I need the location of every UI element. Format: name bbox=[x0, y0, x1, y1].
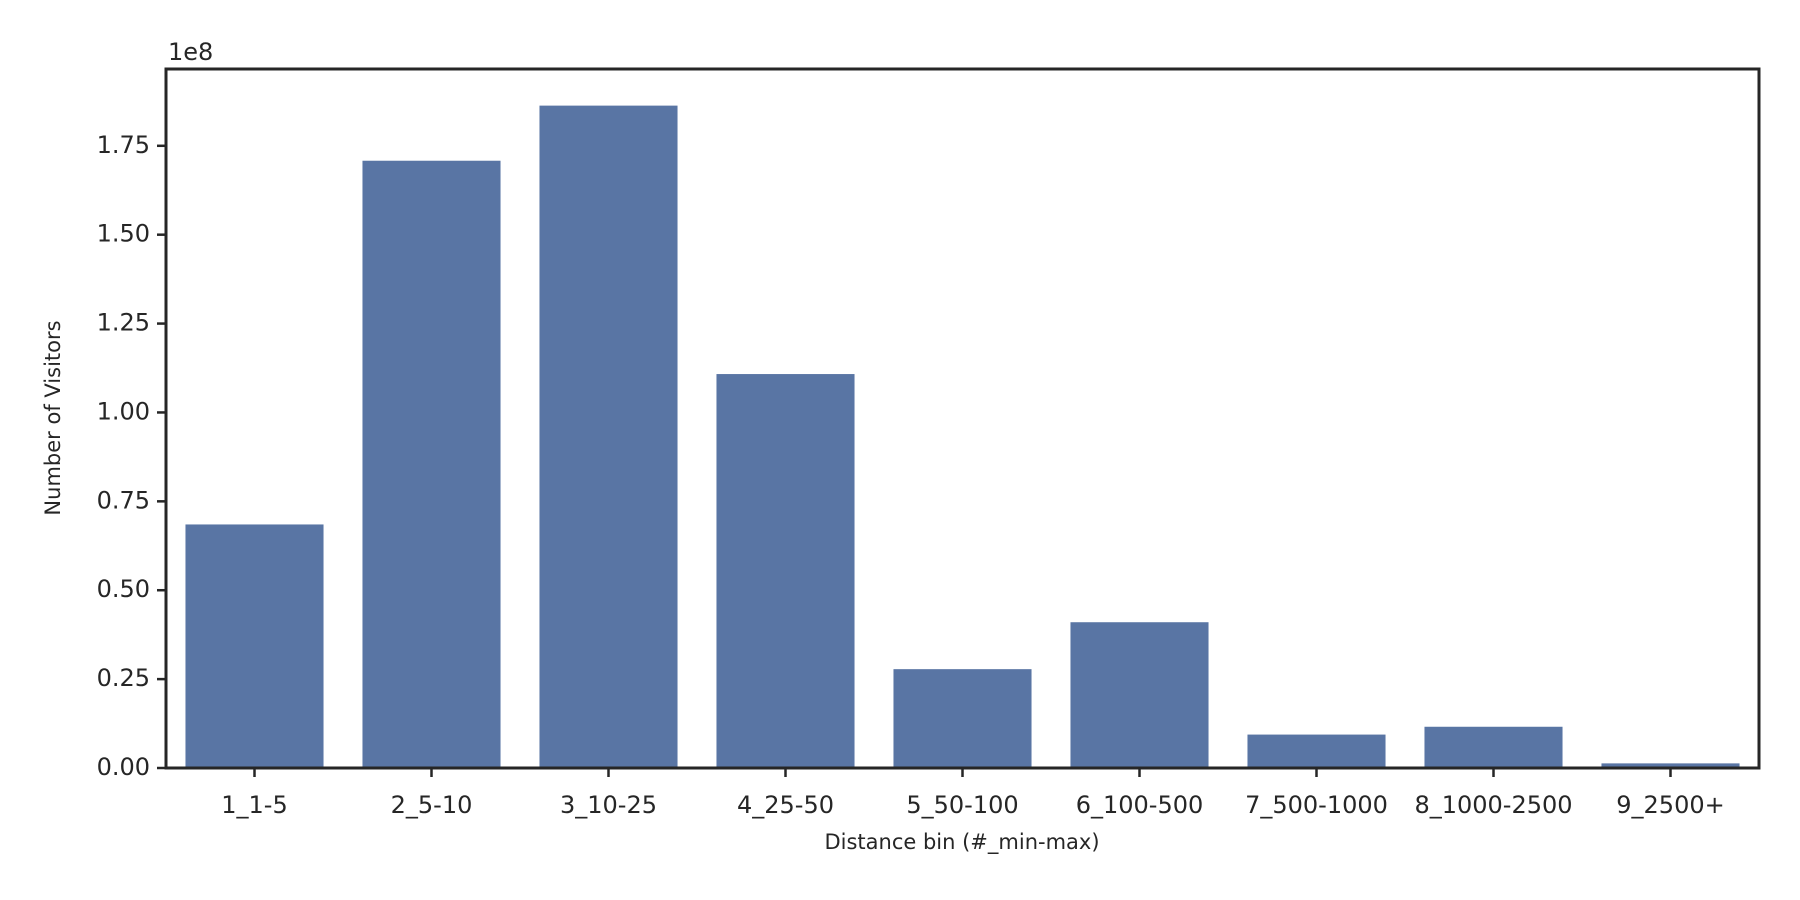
plot-frame bbox=[164, 67, 1761, 770]
bar bbox=[185, 524, 324, 768]
x-tick-label: 7_500-1000 bbox=[1245, 791, 1388, 819]
bar bbox=[362, 160, 501, 769]
bar bbox=[716, 374, 855, 768]
x-tick-label: 4_25-50 bbox=[737, 791, 834, 819]
x-tick-label: 5_50-100 bbox=[906, 791, 1018, 819]
bar bbox=[1070, 622, 1209, 768]
y-axis-label: Number of Visitors bbox=[41, 320, 65, 515]
y-tick-label: 1.75 bbox=[97, 131, 150, 159]
y-offset-label: 1e8 bbox=[168, 38, 213, 66]
y-tick-label: 0.50 bbox=[97, 575, 150, 603]
bar bbox=[1424, 726, 1563, 768]
x-tick-label: 3_10-25 bbox=[560, 791, 657, 819]
bar bbox=[1247, 734, 1386, 768]
y-tick-label: 1.25 bbox=[97, 309, 150, 337]
x-tick-label: 9_2500+ bbox=[1616, 791, 1724, 819]
x-axis-label: Distance bin (#_min-max) bbox=[824, 830, 1099, 855]
y-tick-label: 0.00 bbox=[97, 753, 150, 781]
x-tick-label: 1_1-5 bbox=[221, 791, 287, 819]
x-tick-label: 6_100-500 bbox=[1076, 791, 1204, 819]
bar bbox=[539, 105, 678, 769]
bar bbox=[1601, 763, 1740, 768]
x-tick-label: 8_1000-2500 bbox=[1414, 791, 1572, 819]
y-tick-label: 0.75 bbox=[97, 486, 150, 514]
y-tick-label: 0.25 bbox=[97, 664, 150, 692]
x-tick-label: 2_5-10 bbox=[391, 791, 473, 819]
bar bbox=[893, 669, 1032, 768]
y-tick-label: 1.00 bbox=[97, 397, 150, 425]
y-tick-label: 1.50 bbox=[97, 220, 150, 248]
